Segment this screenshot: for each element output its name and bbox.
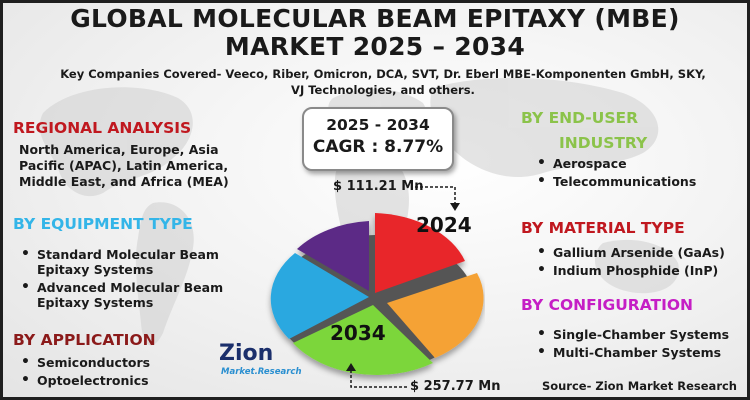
pie-label-2034: 2034 (330, 321, 386, 345)
application-heading: BY APPLICATION (13, 331, 156, 349)
list-item: Semiconductors (19, 355, 219, 370)
list-item: Telecommunications (535, 174, 698, 189)
pie-slice-blue (270, 253, 369, 339)
pie-slice-orange (387, 273, 484, 358)
pie-slice-red (375, 213, 465, 293)
list-item: Gallium Arsenide (GaAs) (535, 245, 745, 260)
page-title-line2: MARKET 2025 – 2034 (224, 32, 526, 61)
regional-analysis-heading: REGIONAL ANALYSIS (13, 119, 192, 137)
material-type-heading: BY MATERIAL TYPE (521, 219, 685, 237)
zion-logo: Zion Market.Research (219, 341, 302, 387)
arrow-2034-icon (346, 363, 407, 388)
list-item: Indium Phosphide (InP) (535, 263, 745, 278)
configuration-heading: BY CONFIGURATION (521, 296, 693, 314)
page-title-line1: GLOBAL MOLECULAR BEAM EPITAXY (MBE) (70, 4, 680, 33)
cagr-value: CAGR : 8.77% (312, 137, 444, 157)
cagr-box: 2025 - 2034 CAGR : 8.77% (302, 107, 454, 171)
logo-tagline: Market.Research (221, 367, 302, 377)
configuration-list: Single-Chamber Systems Multi-Chamber Sys… (535, 327, 745, 363)
application-list: Semiconductors Optoelectronics (19, 355, 219, 391)
key-companies-text: Key Companies Covered- Veeco, Riber, Omi… (60, 67, 706, 97)
pie-slice-green (293, 305, 433, 376)
end-user-heading-line2: INDUSTRY (559, 134, 648, 152)
source-note: Source- Zion Market Research (541, 379, 737, 393)
regional-analysis-text: North America, Europe, Asia Pacific (APA… (19, 142, 229, 189)
logo-name: Zion (219, 341, 274, 366)
material-type-list: Gallium Arsenide (GaAs) Indium Phosphide… (535, 245, 745, 281)
value-2024: $ 111.21 Mn (333, 179, 424, 194)
pie-slice-purple (297, 221, 369, 291)
equipment-type-list: Standard Molecular Beam Epitaxy Systems … (19, 247, 249, 313)
list-item: Single-Chamber Systems (535, 327, 745, 342)
value-2034: $ 257.77 Mn (410, 379, 501, 394)
arrow-2024-icon (415, 186, 460, 211)
pie-label-2024: 2024 (416, 213, 472, 237)
forecast-period: 2025 - 2034 (326, 116, 430, 134)
list-item: Standard Molecular Beam Epitaxy Systems (19, 247, 249, 277)
end-user-heading-line1: BY END-USER (521, 109, 639, 127)
end-user-list: Aerospace Telecommunications (535, 156, 705, 192)
list-item: Multi-Chamber Systems (535, 345, 745, 360)
equipment-type-heading: BY EQUIPMENT TYPE (13, 215, 193, 233)
list-item: Aerospace (535, 156, 705, 171)
market-pie-chart (270, 213, 484, 376)
list-item: Advanced Molecular Beam Epitaxy Systems (19, 280, 249, 310)
list-item: Optoelectronics (19, 373, 219, 388)
